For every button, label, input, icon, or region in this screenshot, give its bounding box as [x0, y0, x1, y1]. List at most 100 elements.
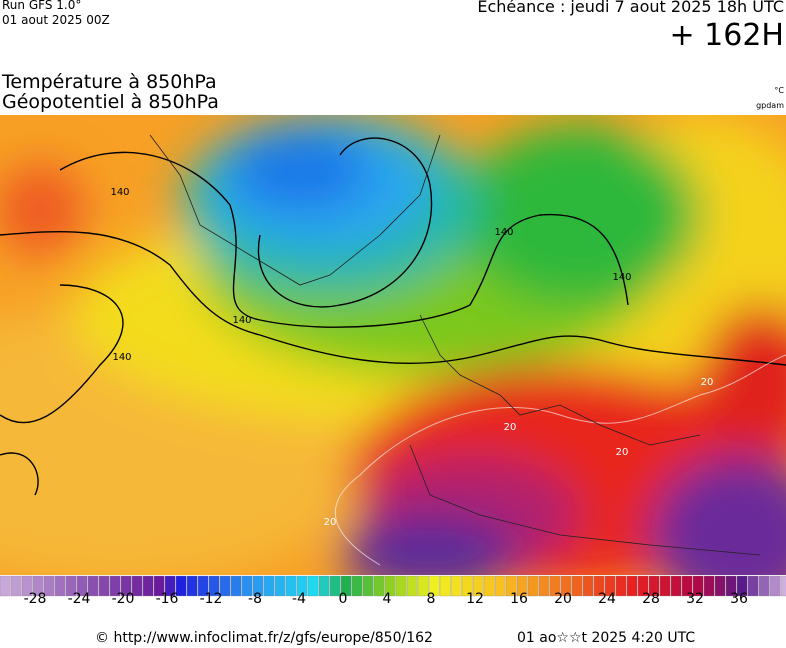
unit-geopotential: gpdam — [756, 101, 784, 110]
colorbar-cell — [318, 575, 330, 597]
colorbar-cell — [714, 575, 726, 597]
colorbar-cell — [131, 575, 143, 597]
colorbar-label: 4 — [383, 591, 392, 605]
colorbar-cell — [296, 575, 308, 597]
colorbar-cell — [780, 575, 786, 597]
colorbar-cell — [659, 575, 671, 597]
colorbar-label: -16 — [156, 591, 179, 605]
colorbar-label: -24 — [68, 591, 91, 605]
run-date: 01 aout 2025 00Z — [2, 13, 110, 27]
map: 140 140 140 140 140 20 20 20 20 — [0, 115, 786, 575]
colorbar-cell — [208, 575, 220, 597]
colorbar-label: 16 — [510, 591, 528, 605]
colorbar-label: -4 — [292, 591, 306, 605]
colorbar-cell — [461, 575, 473, 597]
colorbar-cell — [373, 575, 385, 597]
contour-label: 20 — [504, 422, 517, 433]
colorbar-cell — [10, 575, 22, 597]
colorbar-cell — [725, 575, 737, 597]
colorbar-cell — [593, 575, 605, 597]
colorbar-cell — [87, 575, 99, 597]
colorbar-cell — [516, 575, 528, 597]
contour-label: 140 — [612, 272, 631, 283]
title-temperature: Température à 850hPa — [2, 71, 217, 93]
colorbar-cell — [230, 575, 242, 597]
run-label: Run GFS 1.0° — [2, 0, 82, 12]
colorbar-cell — [219, 575, 231, 597]
colorbar-cell — [285, 575, 297, 597]
colorbar-cell — [703, 575, 715, 597]
colorbar: -28 -24 -20 -16 -12 -8 -4 0 4 8 12 16 20 24 28 32 36 — [0, 575, 786, 605]
colorbar-label: -28 — [24, 591, 47, 605]
colorbar-cell — [0, 575, 11, 597]
contour-label: 140 — [232, 315, 251, 326]
colorbar-cell — [175, 575, 187, 597]
colorbar-cell — [604, 575, 616, 597]
colorbar-label: -20 — [112, 591, 135, 605]
colorbar-cell — [439, 575, 451, 597]
colorbar-cell — [142, 575, 154, 597]
colorbar-label: 32 — [686, 591, 704, 605]
colorbar-cell — [164, 575, 176, 597]
colorbar-cell — [538, 575, 550, 597]
echeance: Echéance : jeudi 7 aout 2025 18h UTC — [477, 0, 784, 16]
colorbar-cell — [252, 575, 264, 597]
contour-label: 20 — [616, 447, 629, 458]
colorbar-cell — [362, 575, 374, 597]
colorbar-label: 28 — [642, 591, 660, 605]
colorbar-cell — [197, 575, 209, 597]
colorbar-label: 12 — [466, 591, 484, 605]
colorbar-cell — [307, 575, 319, 597]
timestamp: 01 ao☆☆t 2025 4:20 UTC — [517, 630, 696, 646]
colorbar-cell — [494, 575, 506, 597]
colorbar-cell — [186, 575, 198, 597]
colorbar-cell — [351, 575, 363, 597]
colorbar-cell — [153, 575, 165, 597]
colorbar-cell — [571, 575, 583, 597]
colorbar-cell — [76, 575, 88, 597]
colorbar-cell — [241, 575, 253, 597]
colorbar-cell — [428, 575, 440, 597]
colorbar-cell — [395, 575, 407, 597]
colorbar-cell — [692, 575, 704, 597]
colorbar-cell — [527, 575, 539, 597]
colorbar-cell — [736, 575, 748, 597]
colorbar-cell — [43, 575, 55, 597]
forecast-hour: + 162H — [669, 18, 785, 53]
colorbar-label: 20 — [554, 591, 572, 605]
colorbar-cell — [648, 575, 660, 597]
colorbar-cell — [340, 575, 352, 597]
colorbar-cell — [98, 575, 110, 597]
colorbar-label: 8 — [427, 591, 436, 605]
colorbar-cell — [417, 575, 429, 597]
colorbar-cell — [54, 575, 66, 597]
colorbar-cell — [472, 575, 484, 597]
contour-label: 20 — [324, 517, 337, 528]
colorbar-cell — [263, 575, 275, 597]
colorbar-cell — [626, 575, 638, 597]
colorbar-cell — [560, 575, 572, 597]
colorbar-cell — [615, 575, 627, 597]
colorbar-cell — [109, 575, 121, 597]
contour-label: 140 — [112, 352, 131, 363]
colorbar-cell — [120, 575, 132, 597]
colorbar-label: 0 — [339, 591, 348, 605]
colorbar-cell — [637, 575, 649, 597]
colorbar-label: 36 — [730, 591, 748, 605]
colorbar-cell — [329, 575, 341, 597]
contour-label: 20 — [701, 377, 714, 388]
colorbar-cell — [483, 575, 495, 597]
contour-label: 140 — [494, 227, 513, 238]
colorbar-cell — [681, 575, 693, 597]
unit-temperature: °C — [774, 86, 784, 95]
colorbar-cell — [758, 575, 770, 597]
colorbar-cell — [505, 575, 517, 597]
colorbar-cell — [21, 575, 33, 597]
colorbar-label: 24 — [598, 591, 616, 605]
colorbar-cell — [670, 575, 682, 597]
colorbar-cell — [582, 575, 594, 597]
colorbar-cell — [274, 575, 286, 597]
colorbar-label: -12 — [200, 591, 223, 605]
colorbar-cell — [769, 575, 781, 597]
